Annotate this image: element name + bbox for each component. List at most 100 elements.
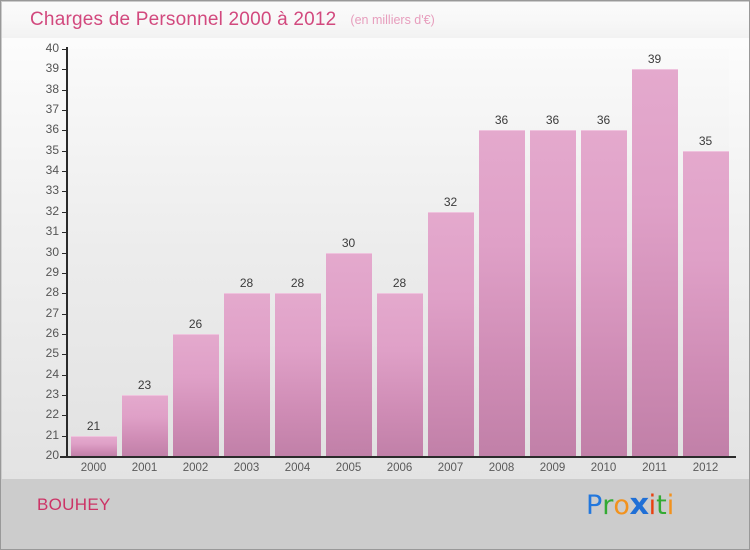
- y-axis-tick-mark: [62, 49, 68, 50]
- proxiti-logo[interactable]: Proxiti: [586, 490, 675, 521]
- y-axis-tick-mark: [62, 313, 68, 315]
- y-axis-tick-mark: [62, 354, 68, 356]
- y-axis-tick-label: 23: [45, 386, 59, 401]
- bar[interactable]: [121, 394, 168, 456]
- bar-value-label: 32: [443, 194, 458, 209]
- bar-value-label: 39: [647, 52, 662, 67]
- bar[interactable]: [682, 150, 729, 456]
- y-axis-tick-mark: [62, 110, 68, 112]
- y-axis-tick-label: 20: [45, 448, 59, 462]
- bar[interactable]: [223, 293, 270, 456]
- bar-value-label: 28: [392, 276, 407, 291]
- y-axis-tick-mark: [62, 435, 68, 437]
- y-axis-tick-label: 26: [45, 325, 59, 340]
- y-axis-tick-label: 30: [45, 244, 59, 259]
- x-axis-tick-label: 2008: [488, 462, 515, 474]
- page-title: Charges de Personnel 2000 à 2012: [30, 9, 337, 30]
- y-axis-tick-mark: [62, 456, 68, 457]
- bar[interactable]: [427, 211, 474, 456]
- y-axis-tick-mark: [62, 415, 68, 417]
- bar-value-label: 23: [137, 377, 152, 392]
- logo-letter: t: [656, 490, 667, 521]
- bar[interactable]: [274, 293, 321, 456]
- y-axis-tick-mark: [62, 232, 68, 234]
- bar-column[interactable]: 28: [223, 49, 270, 456]
- logo-letter: i: [648, 490, 657, 521]
- chart-header: Charges de Personnel 2000 à 2012 (en mil…: [2, 2, 749, 38]
- x-axis-tick-label: 2009: [539, 462, 566, 474]
- y-axis-tick-label: 22: [45, 407, 59, 422]
- y-axis-tick-label: 33: [45, 183, 59, 198]
- bar-value-label: 36: [545, 113, 560, 128]
- bar[interactable]: [70, 435, 117, 456]
- bar[interactable]: [376, 293, 423, 456]
- bar-column[interactable]: 32: [427, 49, 474, 456]
- bar[interactable]: [325, 252, 372, 456]
- bar-column[interactable]: 36: [478, 49, 525, 456]
- logo-letter: P: [586, 490, 603, 521]
- chart-subtitle: (en milliers d'€): [350, 13, 435, 27]
- y-axis-tick-label: 24: [45, 366, 59, 381]
- x-axis-tick-label: 2000: [80, 462, 107, 474]
- y-axis-tick-label: 35: [45, 142, 59, 157]
- bar[interactable]: [580, 130, 627, 456]
- chart-area: 40 39 38 37 36 35 34 33 32 31 30 29 28 27 26 25 24 23 22 21…: [2, 38, 749, 479]
- bar-column[interactable]: 21: [70, 49, 117, 456]
- bar-column[interactable]: 28: [274, 49, 321, 456]
- bar-value-label: 36: [494, 113, 509, 128]
- y-axis-tick-mark: [62, 69, 68, 71]
- bar-column[interactable]: 36: [580, 49, 627, 456]
- y-axis-tick-mark: [62, 272, 68, 274]
- bar-column[interactable]: 26: [172, 49, 219, 456]
- y-axis-tick-mark: [62, 394, 68, 396]
- bar-column[interactable]: 28: [376, 49, 423, 456]
- logo-letter: i: [666, 490, 675, 521]
- x-axis-tick-label: 2011: [642, 462, 667, 474]
- x-axis-tick-label: 2004: [284, 462, 311, 474]
- y-axis-tick-mark: [62, 191, 68, 193]
- bar-column[interactable]: 39: [631, 49, 678, 456]
- x-axis-tick-label: 2012: [692, 462, 719, 474]
- y-axis-tick-mark: [62, 130, 68, 132]
- bar-value-label: 21: [86, 418, 101, 433]
- y-axis-tick-mark: [62, 89, 68, 91]
- y-axis-tick-label: 39: [45, 61, 59, 76]
- y-axis-tick-label: 32: [45, 203, 59, 218]
- x-axis-tick-label: 2005: [335, 462, 362, 474]
- bar-value-label: 35: [698, 133, 713, 148]
- bar-column[interactable]: 30: [325, 49, 372, 456]
- y-axis-tick-label: 29: [45, 264, 59, 279]
- bar-value-label: 28: [290, 276, 305, 291]
- bar-value-label: 30: [341, 235, 356, 250]
- x-axis-tick-label: 2002: [182, 462, 209, 474]
- y-axis-tick-label: 40: [45, 41, 59, 55]
- bar-column[interactable]: 36: [529, 49, 576, 456]
- x-axis-tick-label: 2010: [590, 462, 617, 474]
- bar[interactable]: [529, 130, 576, 456]
- chart-footer: BOUHEY Proxiti: [2, 479, 749, 549]
- y-axis-tick-label: 38: [45, 81, 59, 96]
- bar[interactable]: [172, 333, 219, 456]
- x-axis-tick-label: 2003: [233, 462, 260, 474]
- y-axis-tick-mark: [62, 374, 68, 376]
- y-axis-tick-mark: [62, 252, 68, 254]
- y-axis-tick-mark: [62, 293, 68, 295]
- y-axis-tick-label: 34: [45, 163, 59, 178]
- x-axis-line: [60, 456, 736, 458]
- y-axis-tick-label: 36: [45, 122, 59, 137]
- bar[interactable]: [478, 130, 525, 456]
- y-axis-tick-mark: [62, 150, 68, 152]
- bar-column[interactable]: 23: [121, 49, 168, 456]
- x-axis-tick-label: 2001: [131, 462, 158, 474]
- bar-column[interactable]: 35: [682, 49, 729, 456]
- commune-name: BOUHEY: [37, 495, 111, 514]
- y-axis-tick-mark: [62, 333, 68, 335]
- x-axis-tick-label: 2006: [386, 462, 413, 474]
- x-axis-tick-label: 2007: [437, 462, 464, 474]
- bar[interactable]: [631, 69, 678, 456]
- y-axis-tick-label: 28: [45, 285, 59, 300]
- y-axis-tick-label: 31: [45, 224, 59, 239]
- y-axis-tick-label: 21: [45, 427, 59, 442]
- bar-value-label: 26: [188, 316, 203, 331]
- bar-value-label: 28: [239, 276, 254, 291]
